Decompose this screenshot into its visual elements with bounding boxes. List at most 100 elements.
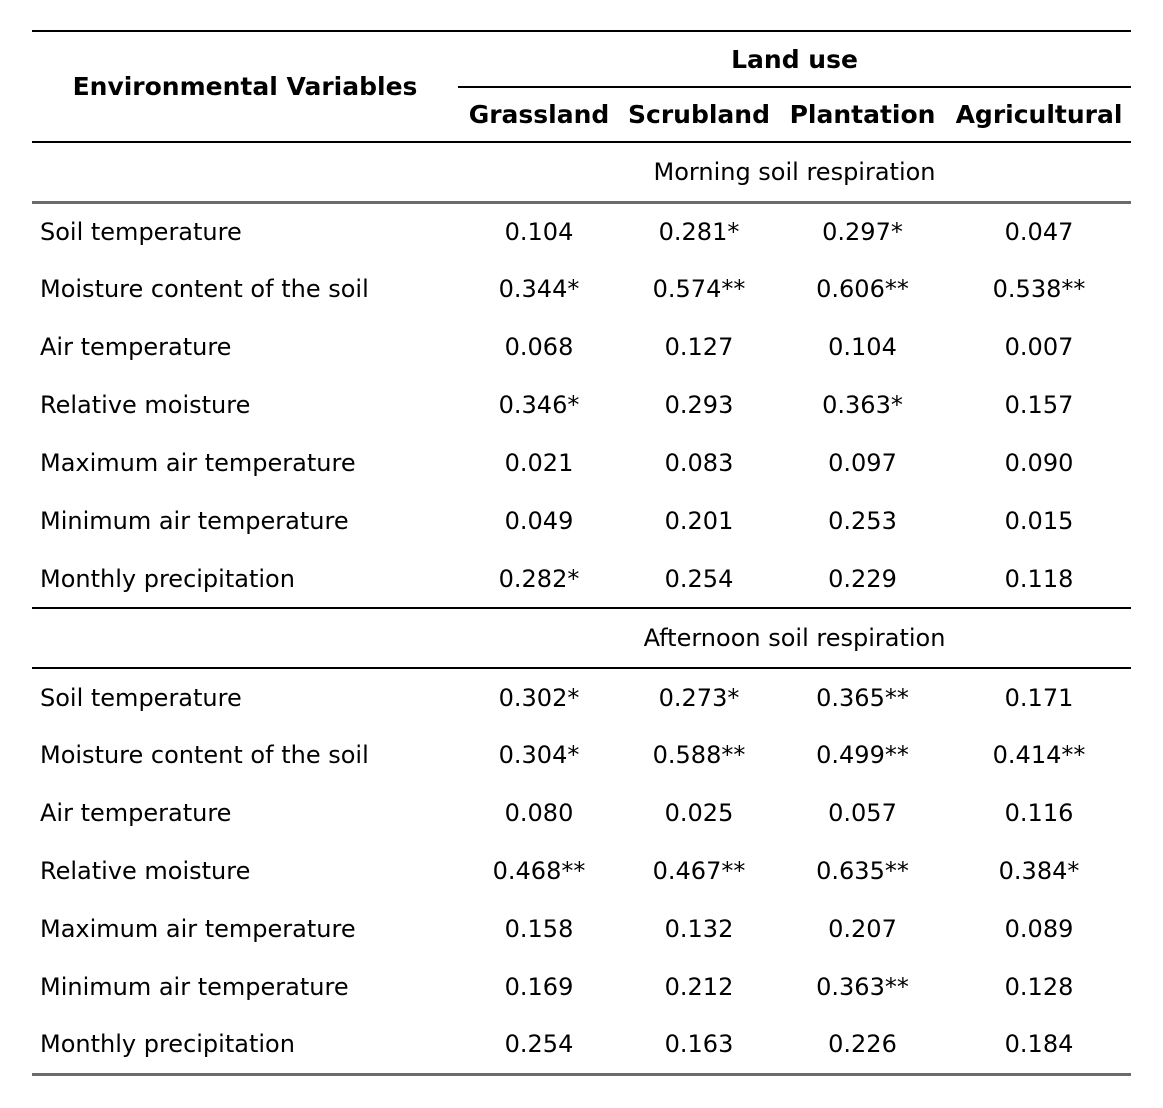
- cell-value: 0.365**: [816, 683, 909, 712]
- cell-value: 0.047: [1004, 217, 1074, 246]
- row-label: Moisture content of the soil: [40, 275, 369, 303]
- table-row: Monthly precipitation 0.254 0.163 0.226 …: [32, 1016, 1132, 1076]
- cell-value: 0.384*: [998, 857, 1080, 885]
- cell-value: 0.538**: [992, 275, 1086, 303]
- row-label: Moisture content of the soil: [40, 741, 369, 769]
- cell-value: 0.588**: [652, 741, 746, 769]
- table-row: Minimum air temperature 0.169 0.212 0.36…: [32, 958, 1131, 1016]
- cell-value: 0.468**: [492, 857, 586, 885]
- header-row-columns: Grassland Scrubland Plantation Agricultu…: [32, 87, 1132, 143]
- table-row: Maximum air temperature 0.158 0.132 0.20…: [32, 900, 1131, 958]
- table-row: Relative moisture 0.346* 0.293 0.363* 0.…: [32, 376, 1131, 434]
- table-row: Moisture content of the soil 0.344* 0.57…: [32, 260, 1131, 318]
- cell-value: 0.127: [664, 333, 734, 361]
- col-header-plantation: Plantation: [778, 87, 947, 143]
- col-header-grassland: Grassland: [458, 87, 620, 143]
- cell-value: 0.226: [778, 1016, 947, 1076]
- cell-value: 0.097: [828, 449, 897, 477]
- table-row: Monthly precipitation 0.282* 0.254 0.229…: [32, 550, 1132, 609]
- correlation-table: Environmental Variables Land use Grassla…: [32, 30, 1132, 1076]
- cell-value: 0.049: [504, 507, 574, 535]
- cell-value: 0.083: [664, 449, 734, 477]
- cell-value: 0.171: [1004, 683, 1074, 712]
- row-label: Maximum air temperature: [40, 449, 356, 477]
- cell-value: 0.080: [504, 799, 574, 827]
- cell-value: 0.132: [664, 915, 734, 943]
- table-row: Relative moisture 0.468** 0.467** 0.635*…: [32, 842, 1131, 900]
- cell-value: 0.363**: [816, 973, 909, 1001]
- row-label: Relative moisture: [40, 391, 251, 419]
- cell-value: 0.499**: [816, 741, 909, 769]
- cell-value: 0.118: [947, 550, 1132, 609]
- cell-value: 0.281*: [658, 217, 740, 246]
- row-label: Relative moisture: [40, 857, 251, 885]
- cell-value: 0.574**: [652, 275, 746, 303]
- cell-value: 0.021: [504, 449, 574, 477]
- row-label: Minimum air temperature: [40, 507, 349, 535]
- cell-value: 0.344*: [498, 275, 580, 303]
- cell-value: 0.254: [458, 1016, 620, 1076]
- table-row: Moisture content of the soil 0.304* 0.58…: [32, 726, 1131, 784]
- cell-value: 0.414**: [992, 741, 1086, 769]
- cell-value: 0.229: [778, 550, 947, 609]
- table-row: Maximum air temperature 0.021 0.083 0.09…: [32, 434, 1131, 492]
- cell-value: 0.273*: [658, 683, 740, 712]
- section-row-morning: Morning soil respiration: [32, 142, 1132, 204]
- cell-value: 0.201: [664, 507, 734, 535]
- col-header-scrubland: Scrubland: [620, 87, 778, 143]
- row-label: Air temperature: [40, 799, 232, 827]
- cell-value: 0.184: [947, 1016, 1132, 1076]
- cell-value: 0.282*: [458, 550, 620, 609]
- cell-value: 0.635**: [816, 857, 909, 885]
- cell-value: 0.606**: [816, 275, 909, 303]
- cell-value: 0.467**: [652, 857, 746, 885]
- cell-value: 0.163: [620, 1016, 778, 1076]
- cell-value: 0.212: [664, 973, 734, 1001]
- row-label: Air temperature: [40, 333, 232, 361]
- cell-value: 0.116: [1004, 799, 1074, 827]
- cell-value: 0.057: [828, 799, 897, 827]
- cell-value: 0.025: [664, 799, 734, 827]
- col-header-agricultural: Agricultural: [947, 87, 1132, 143]
- cell-value: 0.253: [828, 507, 897, 535]
- cell-value: 0.090: [1004, 449, 1074, 477]
- section-row-afternoon: Afternoon soil respiration: [32, 608, 1132, 669]
- group-header-land-use: Land use: [458, 31, 1132, 88]
- cell-value: 0.346*: [498, 391, 580, 419]
- col-header-environmental-variables: Environmental Variables: [32, 31, 458, 143]
- cell-value: 0.297*: [822, 217, 903, 246]
- cell-value: 0.089: [1004, 915, 1074, 943]
- section-spacer: [32, 608, 458, 669]
- section-title-morning: Morning soil respiration: [458, 142, 1132, 204]
- cell-value: 0.302*: [498, 683, 580, 712]
- cell-value: 0.015: [1004, 507, 1074, 535]
- cell-value: 0.104: [504, 217, 574, 246]
- table-row: Air temperature 0.080 0.025 0.057 0.116: [32, 784, 1131, 842]
- row-label: Soil temperature: [40, 217, 242, 246]
- cell-value: 0.363*: [822, 391, 903, 419]
- cell-value: 0.068: [504, 333, 574, 361]
- section-spacer: [32, 142, 458, 204]
- cell-value: 0.007: [1004, 333, 1074, 361]
- header-row-group: Environmental Variables Land use: [32, 31, 1132, 143]
- table-row: Air temperature 0.068 0.127 0.104 0.007: [32, 318, 1131, 376]
- cell-value: 0.158: [504, 915, 574, 943]
- cell-value: 0.207: [828, 915, 897, 943]
- cell-value: 0.169: [504, 973, 574, 1001]
- row-label: Minimum air temperature: [40, 973, 349, 1001]
- cell-value: 0.304*: [498, 741, 580, 769]
- row-label: Monthly precipitation: [32, 1016, 458, 1076]
- cell-value: 0.104: [828, 333, 897, 361]
- cell-value: 0.293: [664, 391, 734, 419]
- table-row: Soil temperature 0.302* 0.273* 0.365** 0…: [32, 668, 1131, 726]
- row-label: Soil temperature: [40, 683, 242, 712]
- cell-value: 0.157: [1004, 391, 1074, 419]
- row-label: Maximum air temperature: [40, 915, 356, 943]
- row-label: Monthly precipitation: [32, 550, 458, 609]
- section-title-afternoon: Afternoon soil respiration: [458, 608, 1132, 669]
- table-row: Minimum air temperature 0.049 0.201 0.25…: [32, 492, 1131, 550]
- table-row: Soil temperature 0.104 0.281* 0.297* 0.0…: [32, 202, 1131, 260]
- cell-value: 0.128: [1004, 973, 1074, 1001]
- cell-value: 0.254: [620, 550, 778, 609]
